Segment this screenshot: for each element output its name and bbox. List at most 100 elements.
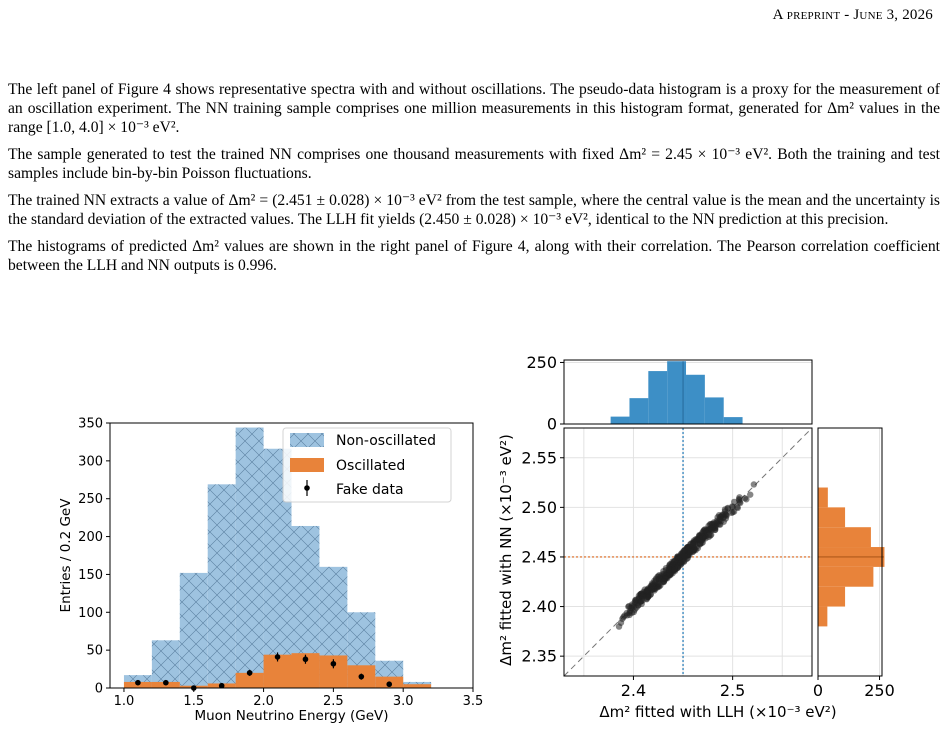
scatter-point [687,548,695,555]
x-tick-label: 1.0 [114,694,135,709]
scatter-point [736,496,743,504]
x-tick-label: 2.4 [621,681,646,700]
y-axis-label: Entries / 0.2 GeV [58,498,74,613]
running-header: A preprint - June 3, 2026 [773,7,933,24]
header-text: A preprint - June 3, 2026 [772,7,933,23]
y-tick-label: 2.40 [521,597,557,616]
x-axis-label: Muon Neutrino Energy (GeV) [194,708,388,724]
y-tick-label: 200 [78,530,103,545]
x-tick-label: 3.5 [463,694,484,709]
nn-hist-bar [818,507,846,528]
x-tick-label: 1.5 [183,694,204,709]
paragraph-1: The left panel of Figure 4 shows represe… [8,81,940,136]
legend-label: Oscillated [336,458,405,474]
fake-data-point [358,673,365,680]
x-tick-label: 0 [813,681,823,700]
llh-hist-bar [704,397,724,424]
scatter-points [615,481,758,630]
legend-hatch-non-oscillated [290,433,324,447]
y-tick-label: 2.45 [521,547,557,566]
llh-hist-bar [610,416,630,424]
plot-frame [109,422,474,689]
scatter-point [661,575,669,582]
y-tick-label: 2.55 [521,448,557,467]
plot-frame [563,359,813,425]
x-tick-label: 3.0 [393,694,414,709]
scatter-point [635,602,642,609]
nn-hist-bar [818,487,828,508]
llh-hist-bar [629,398,649,424]
scatter-point [631,606,638,613]
nn-distribution-panel: 0 250 [813,427,895,700]
scatter-point [696,535,703,542]
legend-label: Fake data [336,482,404,498]
plot-frame [563,427,813,677]
scatter-point [665,566,672,573]
scatter-point [712,524,719,532]
scatter-point [677,559,685,566]
scatter-point [743,496,750,503]
oscillated-bar [235,672,264,688]
scatter-point [750,481,758,488]
non-oscillated-hatch [235,427,264,688]
scatter-point [689,541,697,548]
scatter-point [705,531,713,539]
legend: Non-oscillated Oscillated Fake data [282,427,452,503]
x-tick-label: 250 [864,681,895,700]
scatter-point [681,553,688,560]
y-tick-label: 0 [547,415,557,434]
y-tick-label: 250 [78,492,103,507]
llh-hist-bar [667,361,687,424]
non-oscillated-hatch [179,572,208,688]
paragraph-4: The histograms of predicted Δm² values a… [8,238,940,274]
paragraph-2: The sample generated to test the trained… [8,146,940,182]
legend-fake-marker [304,485,310,491]
legend-swatch-oscillated [290,458,324,472]
scatter-point [729,503,736,511]
fake-data-point [330,660,337,667]
llh-hist-bar [686,374,705,424]
fake-data-point [246,670,253,676]
llh-hist-bar [723,417,743,424]
y-tick-label: 150 [78,568,103,583]
scatter-point [733,503,741,511]
scatter-point [656,575,663,582]
y-axis-label: Δm² fitted with NN (×10⁻³ eV²) [497,434,515,666]
nn-hist-bar [818,527,871,548]
y-tick-label: 300 [78,454,103,469]
correlation-scatter-panel: 2.4 2.5 2.35 2.40 2.45 2.50 2.55 Δm² fitted wit… [497,427,837,721]
nn-hist-bar [818,586,846,607]
y-tick-label: 2.35 [521,647,557,666]
llh-distribution-panel: 0 250 [526,353,813,434]
oscillated-bar [403,684,432,688]
y-tick-label: 100 [78,606,103,621]
fake-data-point [135,679,141,686]
x-tick-label: 2.5 [720,681,745,700]
plot-frame [817,427,883,677]
body-text: The left panel of Figure 4 shows represe… [8,80,940,283]
y-tick-label: 50 [86,644,103,659]
scatter-point [724,505,731,512]
y-tick-label: 350 [78,417,103,432]
scatter-point [625,602,633,610]
y-tick-label: 2.50 [521,498,557,517]
scatter-point [728,509,735,517]
scatter-point [649,583,656,590]
scatter-point [680,548,687,555]
y-tick-label: 250 [526,353,557,372]
fake-data-point [274,654,281,660]
scatter-point [747,491,754,498]
x-tick-label: 2.5 [323,694,344,709]
non-oscillated-hatch [207,484,236,688]
paragraph-3: The trained NN extracts a value of Δm² =… [8,192,940,228]
fake-data-point [302,656,309,663]
scatter-point [638,590,645,597]
scatter-point [632,596,639,603]
y-tick-label: 0 [95,682,103,697]
legend-box [282,427,452,503]
llh-hist-bar [648,371,668,424]
nn-hist-bar [818,566,874,587]
energy-spectrum-panel: 1.0 1.5 2.0 2.5 3.0 3.5 0 50 100 150 200 250 300 350 M… [58,417,483,725]
scatter-point [617,619,625,626]
